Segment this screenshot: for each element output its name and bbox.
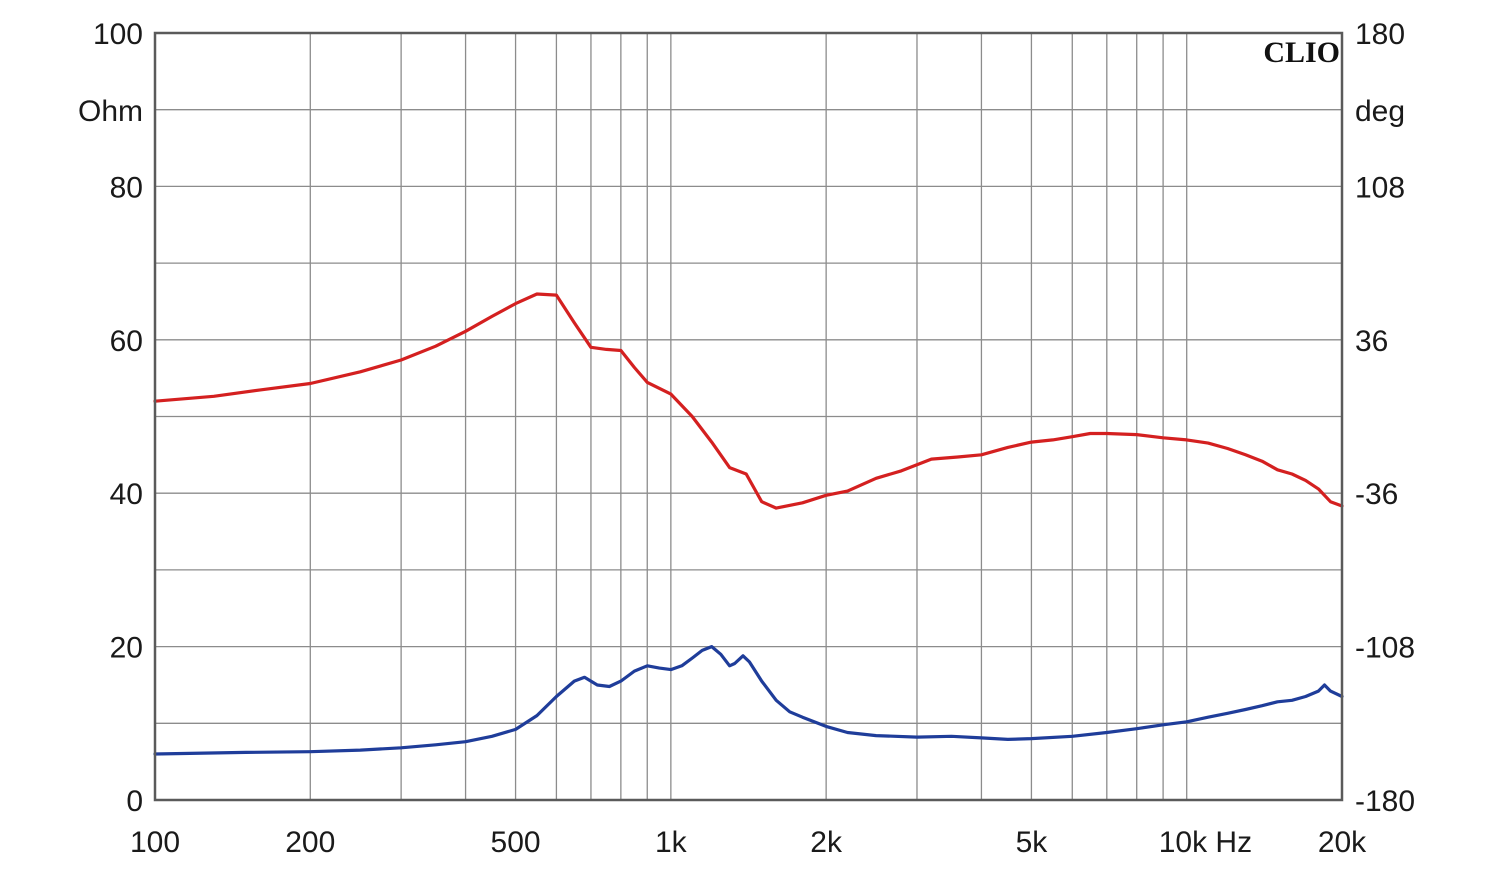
- tick-labels: 100 200 500 1k 2k 5k 10k Hz 20k 0 20 40 60 80 100 Ohm -…: [78, 18, 1415, 859]
- x-tick-label: 500: [491, 826, 541, 859]
- y-left-tick-label: 40: [110, 478, 143, 511]
- phase-curve: [153, 292, 1344, 510]
- x-tick-label: 10k Hz: [1159, 826, 1252, 859]
- y-right-tick-label: 180: [1355, 18, 1405, 51]
- y-left-tick-label: 0: [126, 785, 143, 818]
- x-tick-label: 200: [285, 826, 335, 859]
- series-lines: [153, 292, 1344, 756]
- impedance-curve: [153, 645, 1344, 756]
- y-left-unit: Ohm: [78, 95, 143, 128]
- y-left-tick-label: 60: [110, 325, 143, 358]
- plot-frame: [153, 31, 1344, 802]
- y-right-tick-label: -108: [1355, 632, 1415, 665]
- y-left-tick-label: 20: [110, 632, 143, 665]
- brand-logo: CLIO: [1263, 36, 1340, 69]
- x-tick-label: 2k: [810, 826, 843, 859]
- y-right-tick-label: 108: [1355, 171, 1405, 204]
- y-right-tick-label: -180: [1355, 785, 1415, 818]
- y-right-tick-label: -36: [1355, 478, 1398, 511]
- y-left-tick-label: 100: [93, 18, 143, 51]
- x-tick-label: 5k: [1016, 826, 1049, 859]
- y-right-tick-label: 36: [1355, 325, 1388, 358]
- y-left-tick-label: 80: [110, 171, 143, 204]
- y-right-unit: deg: [1355, 95, 1405, 128]
- x-tick-label: 100: [130, 826, 180, 859]
- grid: [155, 33, 1342, 800]
- x-tick-label: 1k: [655, 826, 688, 859]
- x-tick-label: 20k: [1318, 826, 1367, 859]
